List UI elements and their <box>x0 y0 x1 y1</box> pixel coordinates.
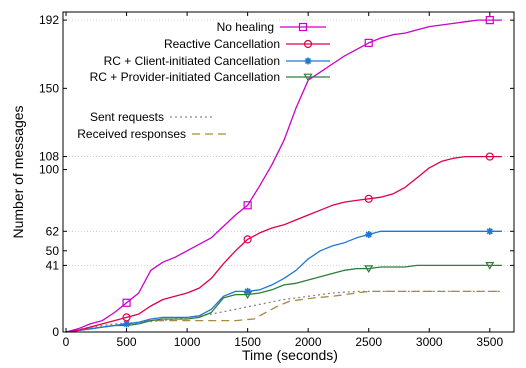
x-axis-label: Time (seconds) <box>242 347 338 363</box>
legend-marker-3 <box>303 73 313 82</box>
y-axis-label: Number of messages <box>10 105 26 238</box>
x-tick-label-1500: 1500 <box>234 335 261 349</box>
series-line-3 <box>65 264 502 333</box>
x-tick-label-3000: 3000 <box>416 335 443 349</box>
plot-frame <box>62 11 515 333</box>
legend-label-2: RC + Client-initiated Cancellation <box>104 54 280 68</box>
series-line-4 <box>65 290 502 333</box>
series-1-marker-0 <box>122 313 131 322</box>
legend-marker-0 <box>298 22 308 32</box>
legend: No healing Reactive Cancellation RC + Clie… <box>77 20 330 141</box>
plot-area <box>65 16 502 333</box>
series-2-marker-0 <box>123 320 131 328</box>
x-tick-label-2000: 2000 <box>295 335 322 349</box>
y-tick-label-108: 108 <box>39 150 59 164</box>
series-line-0 <box>65 19 502 333</box>
legend-marker-1 <box>303 39 313 49</box>
series-0-marker-3 <box>485 16 494 25</box>
y-tick-label-50: 50 <box>46 244 60 258</box>
series-2-marker-1 <box>244 287 252 295</box>
series-line-2 <box>65 230 502 333</box>
x-tick-label-2500: 2500 <box>355 335 382 349</box>
x-tick-label-3500: 3500 <box>476 335 503 349</box>
series-2-marker-2 <box>365 231 373 239</box>
series-line-1 <box>65 155 502 333</box>
series-1-marker-2 <box>364 194 373 203</box>
legend-label-4: Sent requests <box>90 110 164 124</box>
series-line-5 <box>65 290 502 333</box>
series-1-marker-3 <box>485 152 494 161</box>
series-3-marker-1 <box>364 265 374 273</box>
series-2-marker-3 <box>486 227 494 235</box>
legend-label-5: Received responses <box>77 127 186 141</box>
y-tick-label-100: 100 <box>39 163 59 177</box>
legend-label-0: No healing <box>217 20 274 34</box>
y-tick-label-150: 150 <box>39 81 59 95</box>
x-tick-label-0: 0 <box>63 335 70 349</box>
y-tick-label-192: 192 <box>39 13 59 27</box>
legend-marker-2 <box>304 57 312 65</box>
series-0-marker-0 <box>122 298 131 307</box>
x-tick-label-1000: 1000 <box>174 335 201 349</box>
series-3-marker-2 <box>485 262 495 270</box>
series-1-marker-1 <box>243 235 252 244</box>
x-tick-label-500: 500 <box>117 335 137 349</box>
legend-label-1: Reactive Cancellation <box>164 37 280 51</box>
y-tick-label-62: 62 <box>46 224 60 238</box>
series-0-marker-1 <box>243 201 252 210</box>
series-0-marker-2 <box>364 38 373 47</box>
y-tick-label-41: 41 <box>46 258 60 272</box>
y-tick-label-0: 0 <box>52 325 59 339</box>
legend-label-3: RC + Provider-initiated Cancellation <box>90 70 280 84</box>
